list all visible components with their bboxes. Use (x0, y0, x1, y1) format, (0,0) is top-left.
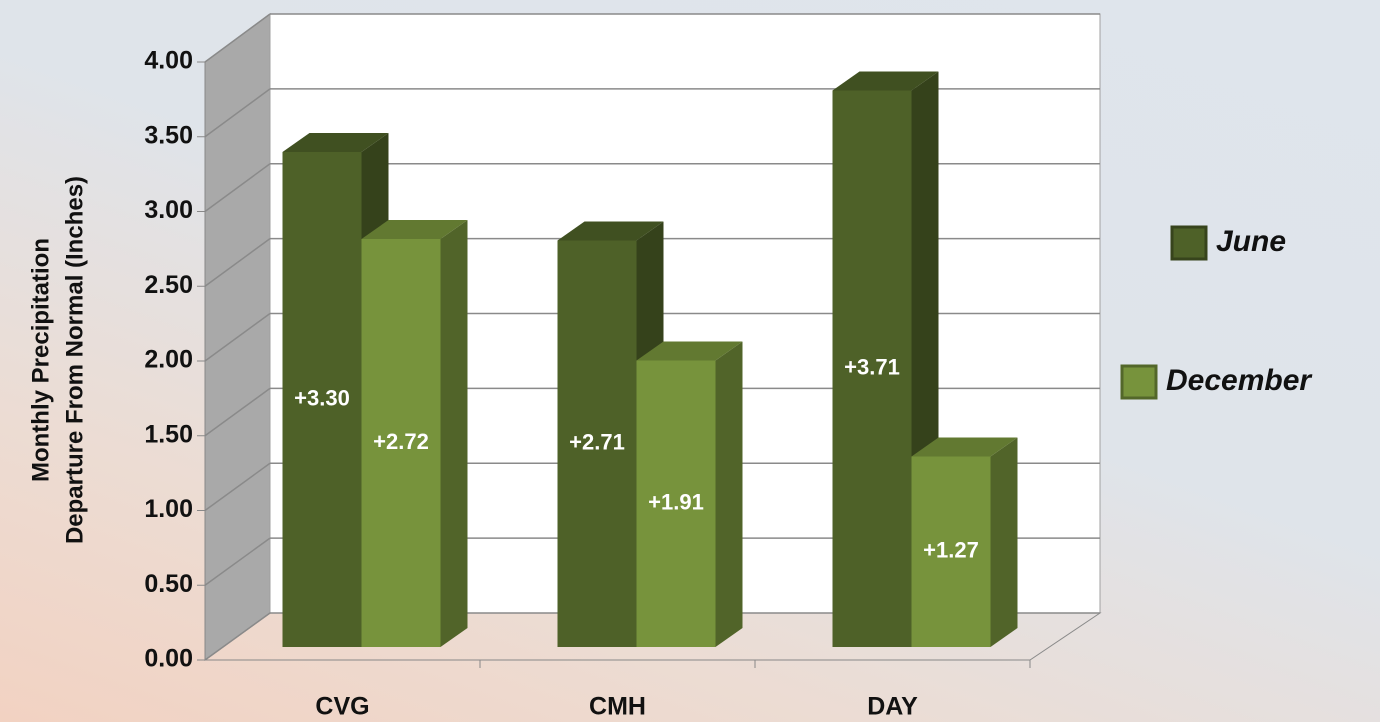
y-tick-label: 3.50 (144, 121, 193, 149)
bar-top (361, 220, 468, 239)
y-tick-label: 0.50 (144, 570, 193, 598)
y-axis-title-line: Monthly Precipitation (27, 238, 54, 482)
x-tick-label: CVG (315, 693, 369, 721)
x-tick-label: DAY (867, 693, 918, 721)
bar (557, 240, 637, 647)
bar (911, 456, 991, 647)
y-axis-title-line: Departure From Normal (Inches) (61, 176, 88, 544)
bar-side (990, 437, 1018, 647)
y-axis-title: Monthly Precipitation Departure From Nor… (27, 176, 88, 544)
value-label: +3.30 (294, 385, 350, 410)
y-tick-label: 3.00 (144, 196, 193, 224)
y-tick-label: 1.50 (144, 420, 193, 448)
grid-line (204, 612, 271, 661)
grid-line (204, 537, 271, 586)
value-label: +3.71 (844, 355, 900, 380)
grid-line (204, 88, 271, 138)
bar (282, 152, 362, 647)
bar (832, 90, 912, 647)
y-tick-label: 2.00 (144, 346, 193, 374)
y-tick-label: 4.00 (144, 47, 193, 75)
grid-line (204, 462, 271, 512)
value-label: +2.72 (373, 429, 429, 454)
legend-swatch (1120, 364, 1158, 400)
value-label: +2.71 (569, 430, 625, 455)
grid-line (204, 238, 271, 287)
x-tick-label: CMH (589, 693, 646, 721)
value-label: +1.91 (648, 490, 704, 515)
y-tick-label: 0.00 (144, 645, 193, 673)
bar-side (715, 341, 743, 647)
legend-label: June (1216, 225, 1286, 258)
grid-line (204, 163, 271, 213)
bar-top (282, 133, 389, 152)
y-tick-label: 1.00 (144, 495, 193, 523)
bar (361, 239, 441, 647)
grid-line (204, 387, 271, 437)
value-label: +1.27 (923, 538, 979, 563)
grid-line (204, 312, 271, 362)
legend-label: December (1166, 364, 1313, 397)
bar-top (636, 341, 743, 361)
y-tick-label: 2.50 (144, 271, 193, 299)
bar-top (832, 71, 939, 91)
legend-swatch (1170, 225, 1208, 261)
bar-side (440, 220, 468, 647)
grid-line (204, 13, 271, 63)
bar-top (911, 437, 1018, 457)
bar-top (557, 221, 664, 241)
bar (636, 360, 716, 647)
